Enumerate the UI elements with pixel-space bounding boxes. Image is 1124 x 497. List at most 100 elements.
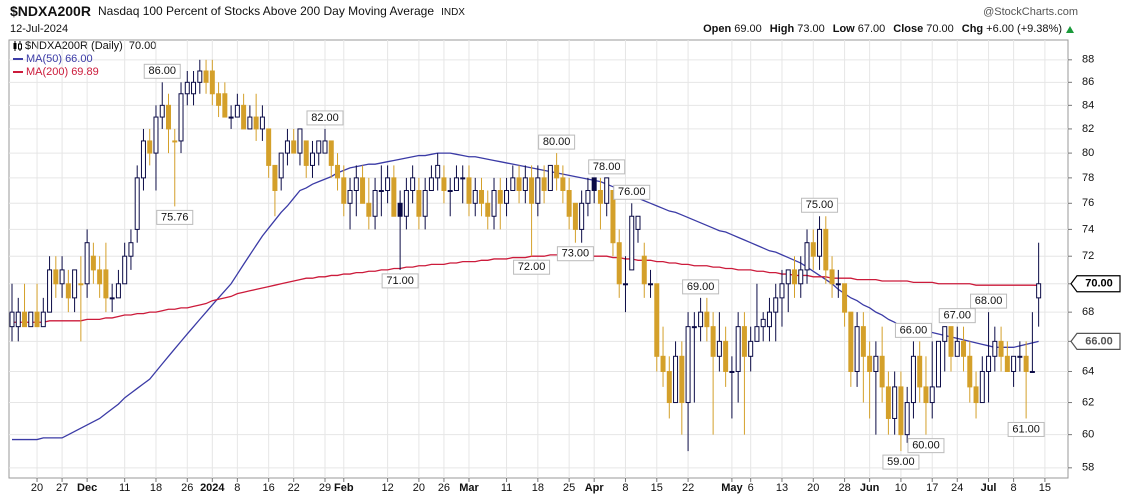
- x-tick-label: 12: [381, 482, 393, 494]
- annotation-box: [801, 197, 839, 213]
- candle-body: [234, 104, 240, 118]
- candle-body: [78, 283, 84, 286]
- candle-body: [203, 70, 209, 83]
- candle-body: [792, 269, 797, 285]
- candle-body: [441, 177, 447, 192]
- candle-body: [741, 326, 747, 357]
- legend-entry: MA(50) 66.00: [26, 53, 93, 65]
- candle-body: [297, 128, 303, 154]
- x-tick-label: 20: [31, 482, 43, 494]
- candle-body: [140, 140, 146, 179]
- candle-body: [585, 190, 591, 204]
- annotation-box: [938, 308, 976, 324]
- candle-body: [460, 177, 466, 180]
- y-tick-label: 86: [1082, 76, 1094, 88]
- candle-body: [873, 355, 879, 372]
- annotation-box: [556, 246, 594, 262]
- x-tick-label: 18: [532, 482, 544, 494]
- candle-body: [923, 386, 929, 404]
- candle-body: [910, 355, 916, 404]
- candle-body: [284, 140, 290, 154]
- candle-body: [804, 242, 810, 271]
- x-tick-label: 8: [622, 482, 628, 494]
- candle-body: [879, 355, 885, 388]
- candle-body: [516, 177, 522, 192]
- x-tick-label: 15: [651, 482, 663, 494]
- x-tick-label: 22: [288, 482, 300, 494]
- x-tick-label: 2024: [200, 482, 225, 494]
- x-tick-label: Feb: [334, 482, 354, 494]
- candle-body: [491, 190, 497, 217]
- y-tick-label: 64: [1082, 365, 1094, 377]
- annotation-box: [894, 322, 932, 338]
- candle-body: [122, 255, 128, 285]
- candle-body: [466, 177, 472, 204]
- y-tick-label: 82: [1082, 123, 1094, 135]
- legend-price-last: 70.00: [129, 40, 157, 52]
- candle-body: [34, 311, 40, 328]
- x-tick-label: 8: [234, 482, 240, 494]
- annotation: 68.00: [975, 295, 1003, 307]
- candle-body: [322, 140, 328, 154]
- candle-body: [1023, 355, 1029, 372]
- candle-body: [579, 202, 585, 230]
- x-tick-label: 25: [563, 482, 575, 494]
- candle-body: [867, 355, 873, 372]
- candle-body: [241, 104, 247, 130]
- candle-body: [823, 228, 829, 271]
- candle-body: [278, 152, 284, 179]
- candle-body: [704, 311, 710, 328]
- candle-body: [416, 190, 422, 217]
- exchange: INDX: [441, 7, 465, 18]
- candle-body: [90, 255, 96, 271]
- annotation: 69.00: [687, 281, 715, 293]
- candle-body: [961, 340, 967, 357]
- candle-body: [485, 202, 491, 217]
- candle-body: [798, 269, 804, 285]
- candle-body: [266, 128, 272, 166]
- candle-body: [59, 269, 65, 285]
- candle-body: [447, 190, 453, 193]
- candle-body: [541, 177, 547, 192]
- x-tick-label: 15: [1039, 482, 1051, 494]
- quote-value: 70.00: [926, 23, 954, 35]
- price-mark-box: [1070, 332, 1121, 350]
- candle-body: [835, 283, 841, 286]
- annotation-box: [513, 259, 551, 275]
- candle-body: [9, 311, 15, 328]
- candle-body: [979, 370, 985, 404]
- candle-body: [729, 370, 735, 373]
- candle-body: [84, 242, 90, 285]
- annotation: 67.00: [943, 310, 971, 322]
- annotation: 60.00: [912, 440, 940, 452]
- candle-body: [47, 269, 53, 313]
- quote-name: High: [770, 23, 795, 35]
- annotation: 75.76: [161, 211, 189, 223]
- x-tick-label: Jul: [981, 482, 997, 494]
- candle-body: [635, 215, 641, 230]
- candle-body: [522, 177, 528, 192]
- candle-body: [885, 386, 891, 419]
- candle-body: [166, 104, 171, 130]
- candle-body: [566, 190, 572, 217]
- candle-body: [65, 283, 71, 299]
- y-tick-label: 76: [1082, 197, 1094, 209]
- annotation: 61.00: [1012, 423, 1040, 435]
- legend-name: MA(200): [26, 66, 68, 78]
- x-tick-label: Apr: [585, 482, 605, 494]
- annotation-box: [588, 159, 626, 175]
- annotation: 82.00: [311, 112, 339, 124]
- candle-body: [554, 164, 560, 179]
- candle-body: [842, 283, 848, 313]
- candle-body: [153, 116, 159, 154]
- annotation-box: [1007, 421, 1045, 437]
- candle-body: [303, 140, 309, 166]
- candle-body: [372, 190, 378, 217]
- annotation: 73.00: [562, 248, 590, 260]
- date: 12-Jul-2024: [10, 23, 68, 35]
- candle-body: [72, 269, 78, 299]
- candle-body: [698, 311, 704, 328]
- candle-body: [159, 104, 165, 118]
- candle-body: [572, 202, 578, 230]
- candle-body: [453, 177, 459, 192]
